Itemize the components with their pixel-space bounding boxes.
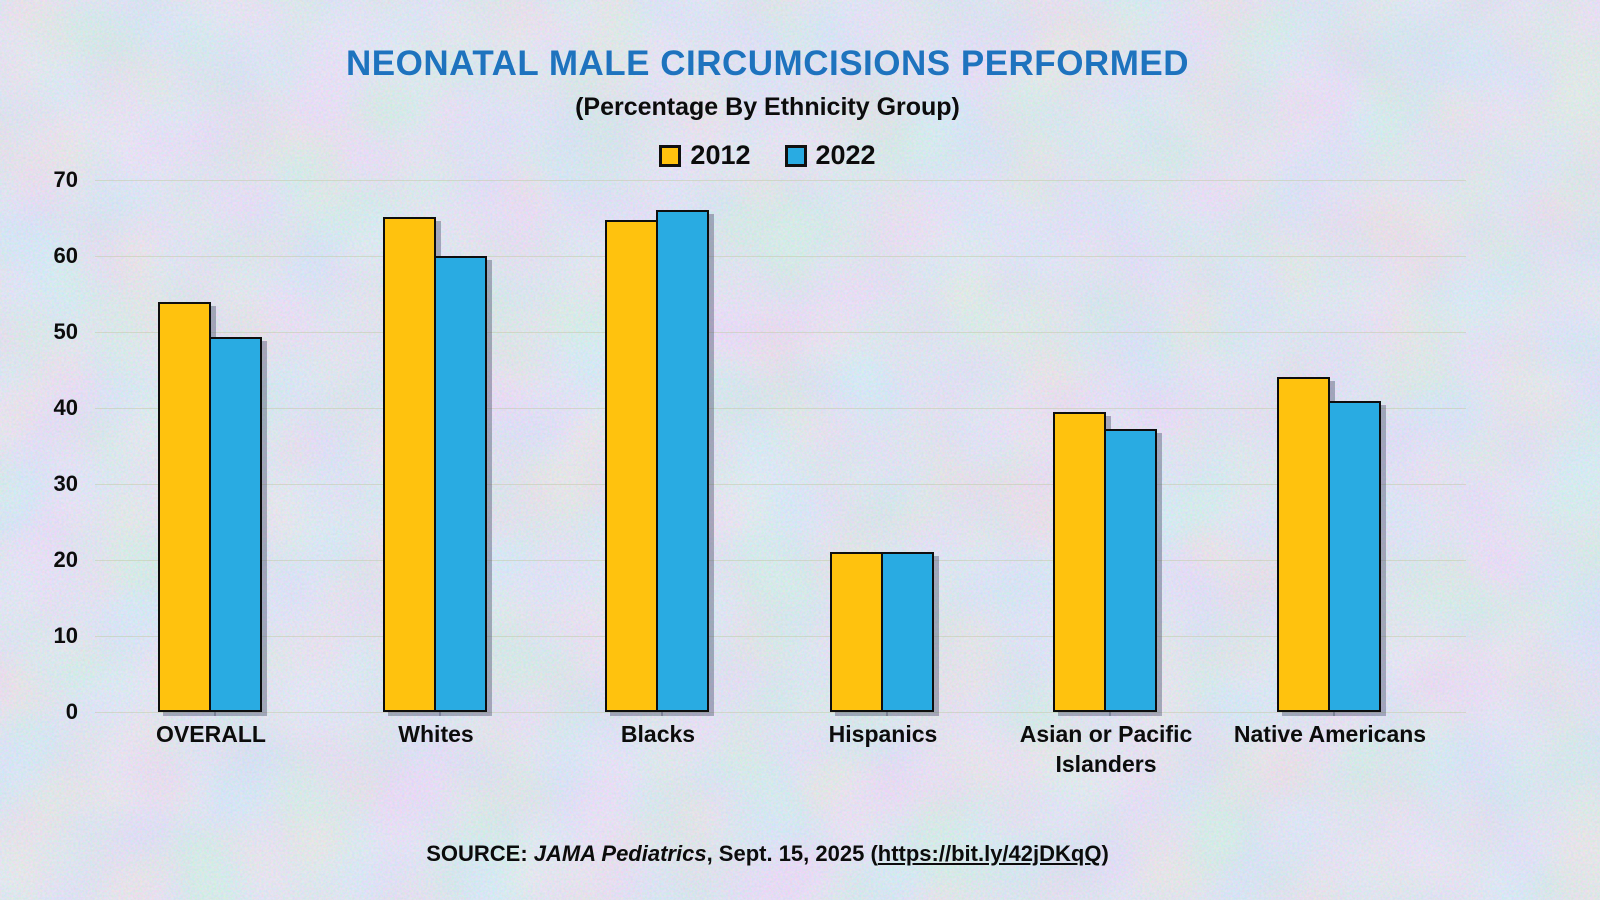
legend: 2012 2022 [0,140,1535,171]
bar-2012-hispanics [830,552,883,712]
gridline-20 [95,560,1466,561]
y-axis-tick-10: 10 [53,623,78,648]
source-line: SOURCE: JAMA Pediatrics, Sept. 15, 2025 … [0,841,1535,867]
legend-swatch-2012 [659,144,682,167]
bar-2012-asian-or-pacific-islanders [1053,412,1106,712]
y-axis-tick-60: 60 [53,243,78,268]
legend-swatch-2022 [784,144,807,167]
bar-2022-asian-or-pacific-islanders [1104,429,1157,712]
source-prefix: SOURCE: [426,841,534,866]
legend-label-2022: 2022 [815,140,876,170]
bar-2022-whites [434,256,487,712]
bar-2022-hispanics [881,552,934,712]
page-subtitle: (Percentage By Ethnicity Group) [575,93,960,121]
category-label-blacks: Blacks [620,721,696,747]
y-axis-tick-70: 70 [53,167,78,192]
gridline-30 [95,484,1466,485]
gridline-0 [95,712,1466,713]
y-axis-tick-30: 30 [53,471,78,496]
y-axis-tick-0: 0 [65,699,78,724]
legend-item-2012: 2012 [659,140,751,171]
gridline-70 [95,180,1466,181]
bar-2012-blacks [605,220,658,712]
bar-2012-native-americans [1277,377,1330,712]
y-axis-tick-50: 50 [53,319,78,344]
legend-item-2022: 2022 [784,140,876,171]
category-label-hispanics: Hispanics [828,721,938,747]
source-suffix: ) [1101,841,1109,866]
y-axis-tick-40: 40 [53,395,78,420]
page-title: NEONATAL MALE CIRCUMCISIONS PERFORMED [346,44,1189,83]
category-label-native-americans: Native Americans [1233,721,1427,747]
bar-2022-blacks [656,210,709,712]
gridline-10 [95,636,1466,637]
gridline-60 [95,256,1466,257]
y-axis-tick-20: 20 [53,547,78,572]
source-link[interactable]: https://bit.ly/42jDKqQ [877,841,1102,866]
legend-label-2012: 2012 [690,140,751,170]
category-label-whites: Whites [398,721,474,747]
category-label-overall: OVERALL [156,721,266,747]
gridline-50 [95,332,1466,333]
category-label-asian-or-pacific-islanders: Asian or Pacific Islanders [1019,721,1193,777]
source-journal: JAMA Pediatrics [533,841,707,866]
bar-2012-whites [383,217,436,712]
source-middle: , Sept. 15, 2025 ( [706,841,878,866]
gridline-40 [95,408,1466,409]
bar-2022-overall [209,337,262,712]
bar-2012-overall [158,302,211,712]
bar-2022-native-americans [1328,401,1381,712]
